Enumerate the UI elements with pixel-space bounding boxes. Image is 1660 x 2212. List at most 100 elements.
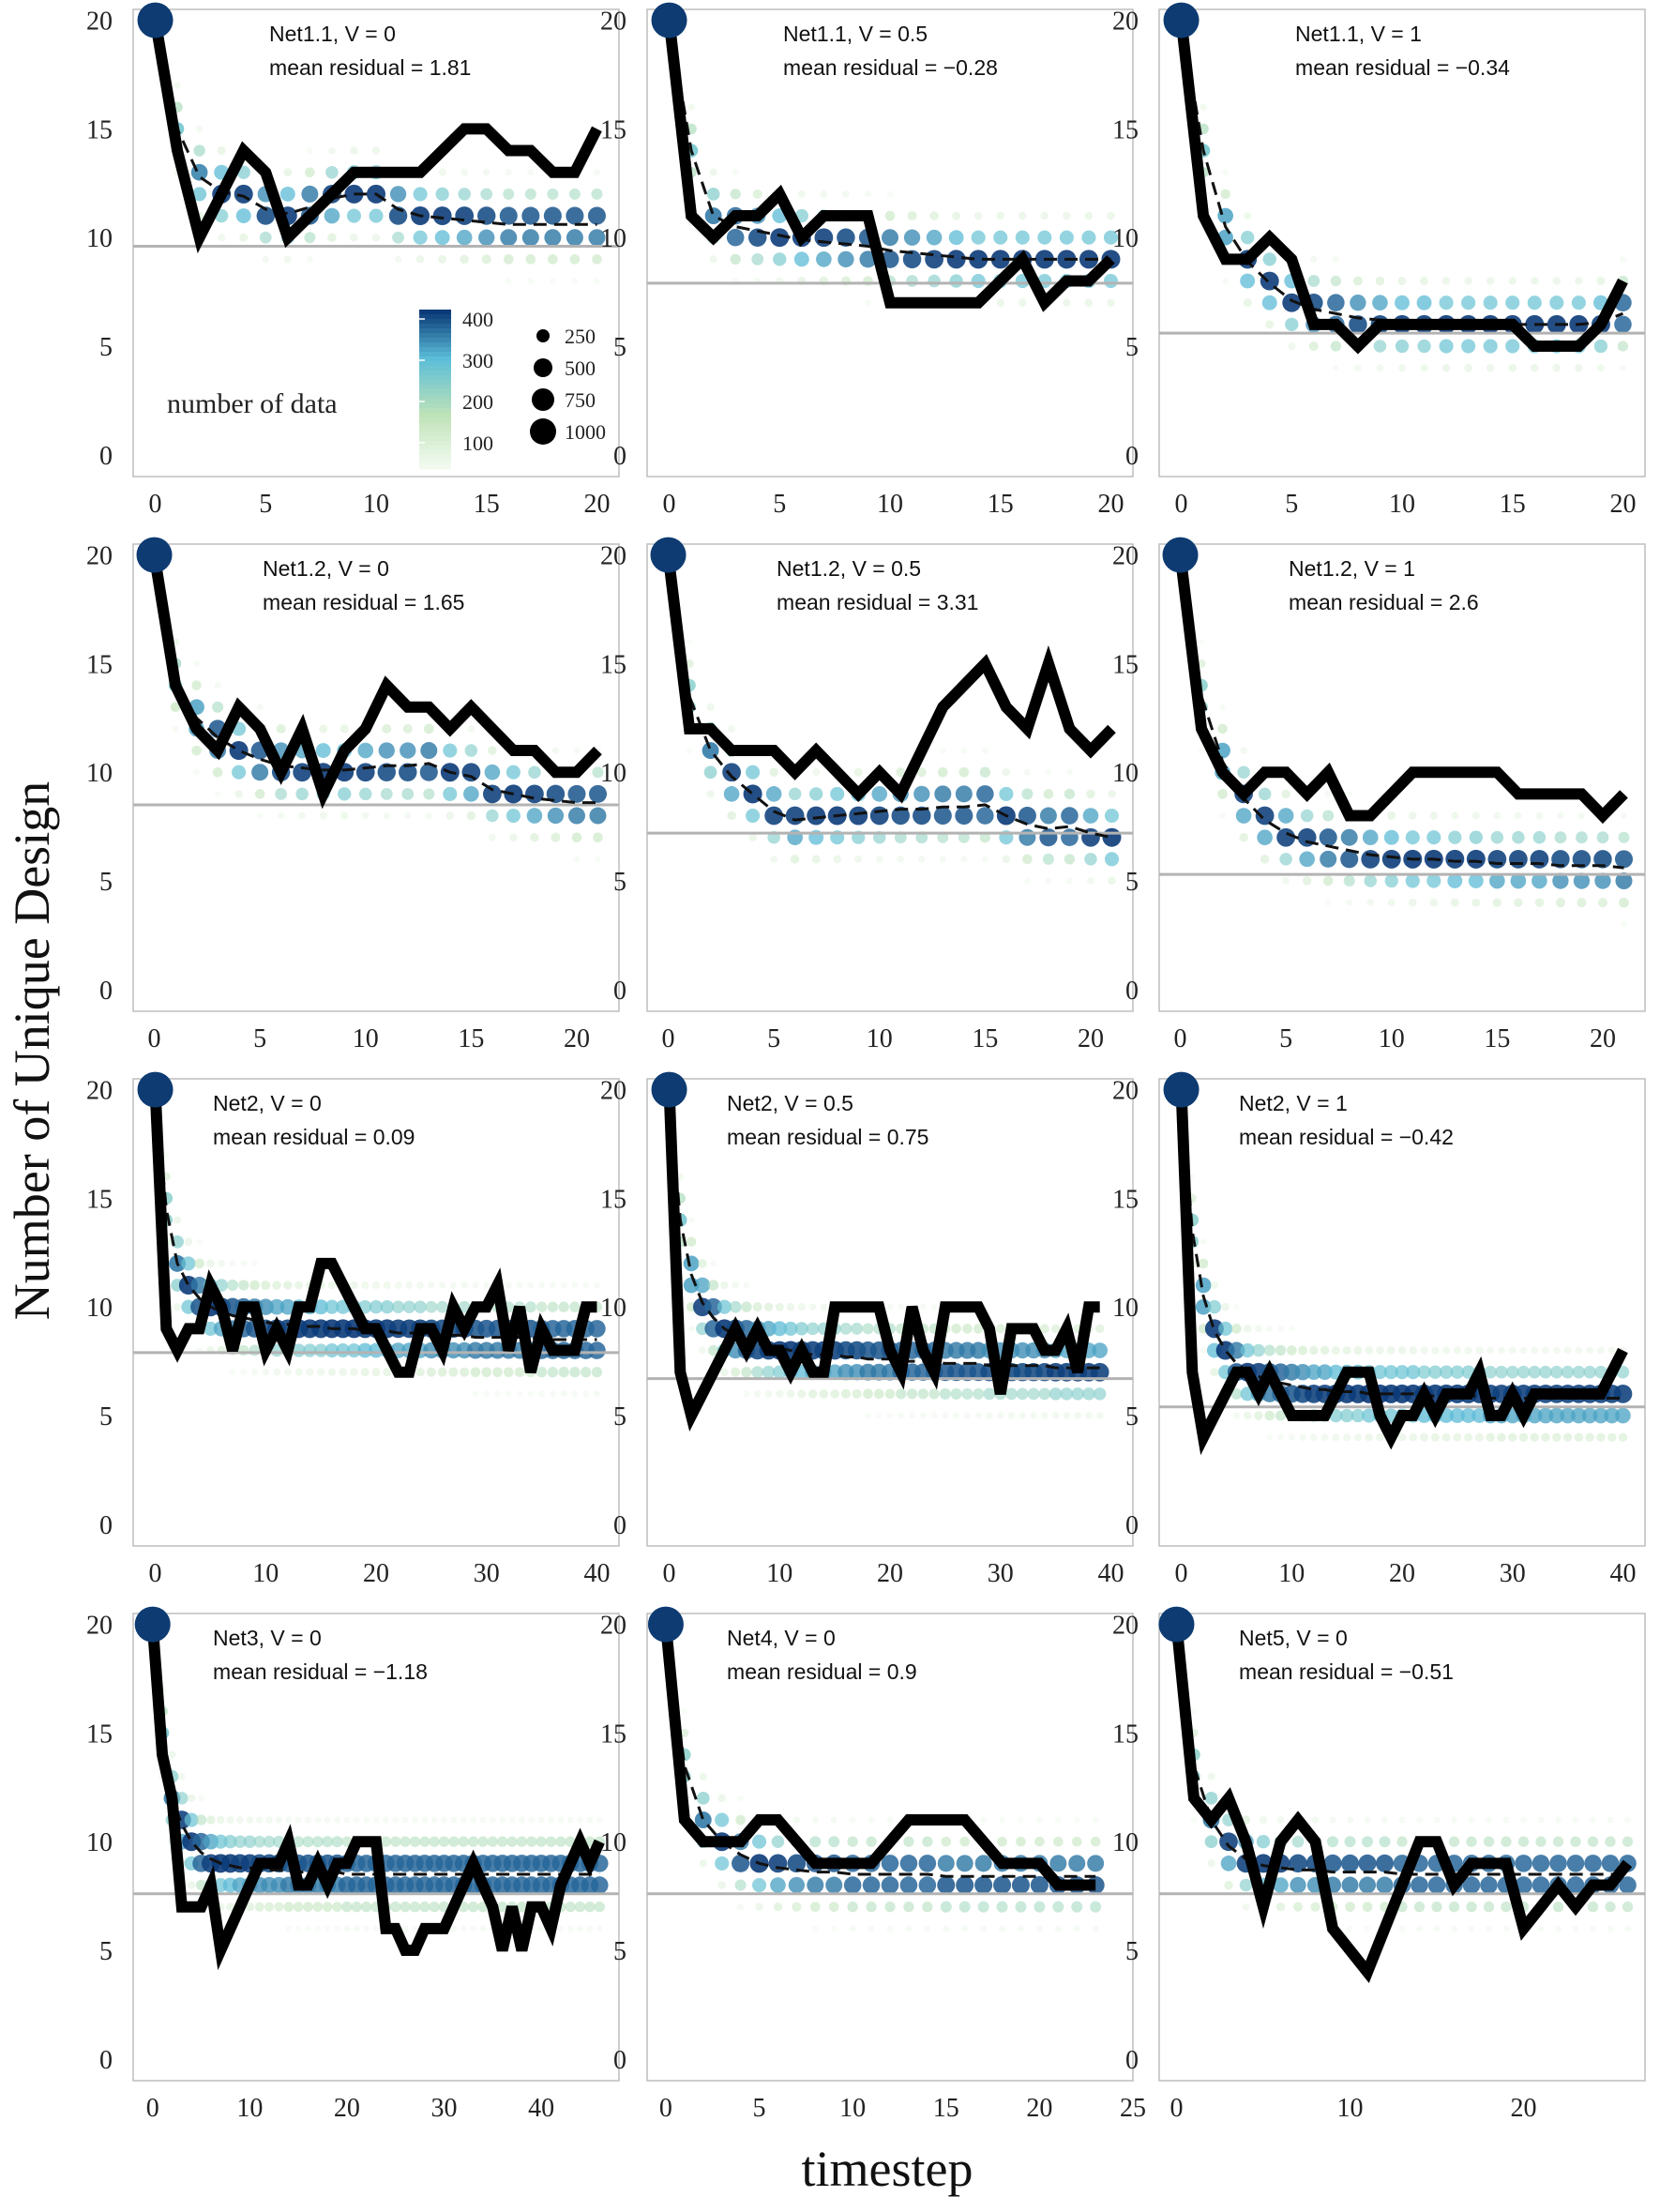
chart-panel: 0 5 10 15 20 0 5 10 15 20 25 Net4, V = 0 mean residu…	[600, 1606, 1146, 2123]
distribution-dot	[1286, 1345, 1297, 1356]
distribution-dot	[1039, 828, 1058, 847]
distribution-dot	[871, 786, 888, 802]
distribution-dot	[229, 1369, 236, 1376]
distribution-dot	[706, 188, 720, 201]
distribution-dot	[1464, 277, 1472, 285]
distribution-dot	[1486, 277, 1495, 285]
distribution-dot	[389, 186, 407, 203]
distribution-dot	[1587, 1901, 1599, 1913]
distribution-dot	[538, 1390, 546, 1398]
distribution-dot	[1327, 294, 1345, 311]
distribution-dot	[1381, 1816, 1389, 1824]
distribution-dot	[1275, 1410, 1287, 1421]
distribution-dot	[1219, 812, 1226, 819]
distribution-dot	[1615, 1407, 1631, 1424]
distribution-dot	[547, 1367, 559, 1378]
distribution-dot	[477, 1836, 489, 1847]
distribution-dot	[1605, 1901, 1616, 1913]
distribution-dot	[1406, 1365, 1421, 1380]
distribution-dot	[596, 1925, 603, 1932]
distribution-dot	[274, 1901, 284, 1912]
distribution-dot	[363, 1925, 370, 1932]
distribution-dot	[1021, 788, 1034, 800]
color-bar-segment	[419, 446, 451, 451]
distribution-dot	[1204, 1319, 1224, 1339]
distribution-dot	[1059, 230, 1074, 245]
distribution-dot	[302, 1836, 314, 1848]
distribution-dot	[497, 1836, 508, 1847]
distribution-dot	[930, 1412, 938, 1419]
distribution-dot	[548, 254, 558, 265]
distribution-dot	[1322, 875, 1334, 886]
distribution-dot	[1395, 339, 1410, 354]
distribution-dot	[1420, 364, 1428, 372]
distribution-dot	[995, 1324, 1005, 1334]
distribution-dot	[830, 1925, 838, 1932]
distribution-dot	[1087, 1855, 1105, 1872]
distribution-dot	[537, 1816, 545, 1824]
distribution-dot	[1466, 1901, 1477, 1913]
y-tick-label: 20	[600, 8, 626, 37]
distribution-dot	[1372, 1365, 1388, 1380]
distribution-dot	[1024, 877, 1031, 885]
distribution-dot	[1541, 1432, 1550, 1442]
distribution-dot	[741, 1367, 752, 1378]
distribution-dot	[467, 1901, 479, 1913]
distribution-dot	[1084, 853, 1097, 866]
x-tick-label: 40	[583, 1559, 610, 1588]
distribution-dot	[1222, 278, 1230, 284]
distribution-dot	[264, 1901, 275, 1912]
distribution-dot	[470, 1925, 477, 1932]
y-tick-label: 10	[86, 1828, 113, 1857]
distribution-dot	[487, 1836, 498, 1847]
color-bar-segment	[419, 441, 451, 447]
y-tick-label: 10	[1112, 224, 1139, 253]
distribution-dot	[460, 1816, 467, 1824]
panel-subtitle: mean residual = 1.65	[263, 590, 464, 614]
distribution-dot	[528, 1816, 536, 1824]
distribution-dot	[762, 1365, 776, 1379]
y-tick-label: 5	[613, 333, 626, 362]
distribution-dot	[392, 231, 404, 244]
x-tick-label: 10	[353, 1024, 379, 1053]
distribution-dot	[343, 1925, 351, 1932]
distribution-dot	[1351, 1408, 1366, 1423]
distribution-dot	[378, 742, 395, 759]
distribution-dot	[807, 806, 826, 826]
distribution-dot	[1505, 339, 1520, 354]
distribution-dot	[899, 1855, 918, 1872]
distribution-dot	[1063, 211, 1071, 220]
distribution-dot	[1264, 1410, 1275, 1421]
mean-line	[153, 554, 598, 805]
distribution-dot	[380, 787, 393, 800]
panel-frame	[1158, 8, 1646, 477]
distribution-dot	[819, 1389, 829, 1399]
distribution-dot	[528, 765, 541, 779]
distribution-dot	[1552, 1901, 1564, 1913]
distribution-dot	[400, 1901, 411, 1913]
observed-line	[149, 1089, 597, 1378]
distribution-dot	[1527, 295, 1542, 311]
legend-title: number of data	[167, 388, 338, 419]
distribution-dot	[1468, 1816, 1475, 1824]
distribution-dot	[594, 1901, 605, 1913]
distribution-dot	[808, 1303, 817, 1311]
distribution-dot	[1256, 1835, 1271, 1849]
chart-panel: 0 5 10 15 20 0 10 20 30 40 Net2, V = 0.5 mean resid…	[600, 1071, 1134, 1588]
distribution-dot	[401, 1816, 409, 1824]
distribution-dot	[898, 1412, 905, 1419]
distribution-dot	[999, 1816, 1005, 1824]
distribution-dot	[1200, 103, 1207, 111]
distribution-dot	[538, 1281, 546, 1289]
distribution-dot	[1261, 295, 1277, 311]
distribution-dot	[234, 184, 253, 204]
distribution-dot	[937, 766, 948, 778]
distribution-dot	[456, 229, 473, 246]
distribution-dot	[314, 1816, 322, 1824]
distribution-dot	[1019, 211, 1027, 220]
x-tick-label: 0	[1170, 2094, 1184, 2123]
distribution-dot	[497, 1901, 508, 1913]
distribution-dot	[353, 1925, 360, 1932]
distribution-dot	[593, 1390, 600, 1398]
distribution-dot	[1571, 295, 1586, 311]
